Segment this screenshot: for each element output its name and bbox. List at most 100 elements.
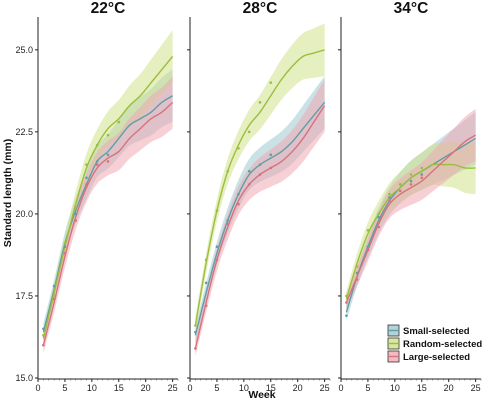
data-point [398,183,402,186]
data-point [95,163,99,166]
data-point [52,294,56,298]
data-point [95,143,99,147]
x-tick-label: 20 [141,383,151,393]
confidence-band [195,79,325,357]
data-point [117,120,121,124]
x-tick-label: 10 [239,383,249,393]
x-tick-label: 5 [62,383,67,393]
panel-title: 22°C [91,0,126,17]
legend-label: Random-selected [403,339,482,350]
y-tick-label: 20.0 [15,209,33,219]
series-line [345,163,476,300]
x-tick-label: 15 [266,383,276,393]
confidence-band [346,108,476,311]
data-point [377,212,380,216]
data-point [420,176,424,180]
data-point [366,229,370,232]
data-point [226,222,229,226]
data-point [388,192,391,196]
panel-title: 28°C [243,0,278,17]
y-tick-label: 17.5 [15,291,33,301]
data-point [355,265,359,268]
data-point [247,130,251,134]
data-point [204,281,208,285]
data-point [85,163,88,166]
data-point [194,347,197,350]
data-point [269,153,273,157]
data-point [42,334,45,337]
x-tick-label: 15 [417,383,427,393]
data-point [377,225,380,229]
x-tick-label: 5 [365,383,370,393]
data-point [237,146,240,150]
legend: Small-selected Random-selected Large-selec… [387,324,482,363]
data-point [420,173,424,176]
data-point [74,219,77,222]
data-point [377,215,380,219]
data-point [247,169,251,173]
data-point [42,343,45,347]
data-point [409,173,413,176]
panel-title: 34°C [394,0,429,17]
data-point [215,245,219,249]
data-point [106,133,110,137]
data-point [95,160,99,163]
data-point [345,314,348,317]
data-point [74,212,77,216]
data-point [85,183,88,186]
legend-label: Small-selected [403,326,470,337]
data-point [215,258,219,262]
y-tick-label: 25.0 [15,45,33,55]
x-tick-label: 10 [87,383,97,393]
data-point [215,209,219,212]
data-point [345,301,348,304]
data-point [258,163,262,166]
confidence-band [43,76,173,354]
data-point [269,166,273,170]
x-tick-label: 0 [35,383,40,393]
panel-1: 28°C 0 5 10 15 20 25 [187,0,331,393]
data-point [226,219,229,222]
confidence-band [43,30,173,347]
data-point [63,245,67,249]
chart-panels: 22°C 0 5 10 15 20 25 15.0 17.5 20.0 22.5 25.0 28°C 0 5… [15,0,482,393]
legend-label: Large-selected [403,352,470,363]
x-tick-label: 20 [444,383,454,393]
data-point [355,271,359,275]
data-point [355,278,359,281]
series-line [42,101,174,346]
data-point [106,160,110,163]
data-point [226,169,229,173]
legend-item: Small-selected [387,324,470,337]
data-point [237,202,240,206]
x-tick-label: 15 [114,383,124,393]
x-tick-label: 25 [320,383,330,393]
x-tick-label: 0 [338,383,343,393]
data-point [204,304,208,308]
data-point [74,206,77,209]
data-point [63,251,67,255]
x-tick-label: 0 [187,383,192,393]
data-point [204,258,208,262]
data-point [52,284,56,288]
data-point [42,327,45,331]
data-point [258,101,262,104]
data-point [366,248,370,252]
data-point [247,183,251,186]
panel-2: 34°C 0 5 10 15 20 25 [338,0,482,393]
data-point [106,153,110,157]
x-tick-label: 10 [390,383,400,393]
data-point [269,81,273,84]
x-tick-label: 5 [214,383,219,393]
data-point [258,173,262,176]
data-point [398,189,402,193]
data-point [194,330,197,334]
data-point [366,245,370,249]
legend-item: Random-selected [387,337,482,350]
confidence-band [195,23,325,334]
x-tick-label: 25 [471,383,481,393]
data-point [409,179,413,183]
data-point [63,242,67,245]
x-axis-title: Week [248,389,275,401]
